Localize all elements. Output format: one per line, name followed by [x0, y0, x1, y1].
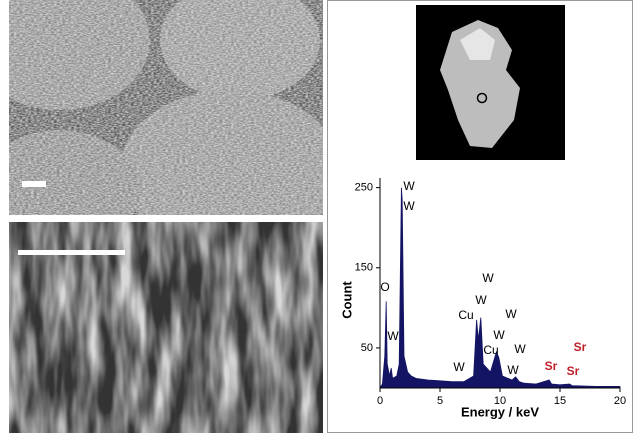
peak-label: W	[475, 293, 487, 307]
peak-label: W	[505, 307, 517, 321]
peak-label: Sr	[567, 364, 580, 378]
y-tick-label: 150	[355, 262, 373, 274]
peak-label: Cu	[458, 308, 473, 322]
y-axis-label: Count	[339, 281, 354, 319]
x-tick-label: 10	[494, 395, 506, 407]
y-tick-label: 50	[361, 342, 373, 354]
y-tick-label: 250	[355, 182, 373, 194]
x-tick-label: 20	[614, 395, 626, 407]
sem-image-bottom	[9, 222, 323, 433]
sem-image-top	[0, 0, 340, 250]
peak-label: Sr	[574, 340, 587, 354]
peak-label: W	[514, 342, 526, 356]
peak-label: W	[453, 360, 465, 374]
peak-label: W	[403, 199, 415, 213]
peak-label: O	[380, 280, 389, 294]
x-tick-label: 15	[554, 395, 566, 407]
figure: Count Energy / keV 5015025005101520WWOWW…	[0, 0, 633, 433]
x-tick-label: 5	[437, 395, 443, 407]
peak-label: W	[507, 363, 519, 377]
tem-image	[416, 5, 565, 160]
peak-label: Cu	[483, 343, 498, 357]
x-tick-label: 0	[377, 395, 383, 407]
peak-label: W	[493, 328, 505, 342]
peak-label: Sr	[545, 359, 558, 373]
spectrum-area	[380, 188, 620, 388]
peak-label: W	[403, 179, 415, 193]
peak-label: W	[387, 329, 399, 343]
peak-label: W	[482, 271, 494, 285]
